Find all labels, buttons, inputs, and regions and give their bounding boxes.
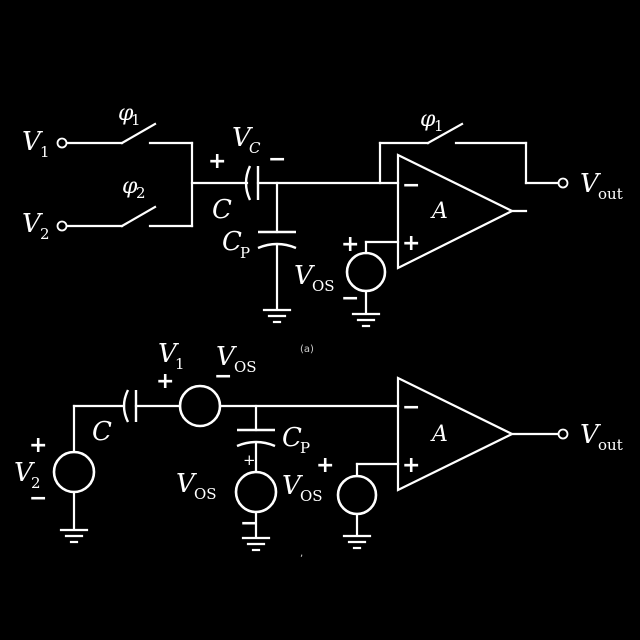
v1-label: V 1 (158, 339, 185, 373)
cap-minus-sign: − (268, 147, 286, 172)
switch-phi2-label: φ 2 (122, 174, 146, 202)
caption-b: , (300, 548, 303, 559)
v2-label: V 2 (14, 458, 41, 492)
amp-minus-input: − (402, 173, 420, 198)
svg-text:P: P (300, 439, 310, 457)
svg-text:OS: OS (312, 277, 335, 295)
svg-text:OS: OS (234, 358, 257, 376)
capacitor-cp (257, 230, 297, 250)
cap-plus-sign: + (208, 149, 226, 174)
svg-text:φ: φ (420, 107, 436, 132)
cap-cp-label: C P (222, 227, 250, 262)
input-v1-terminal (56, 137, 68, 149)
output-label: V out (580, 169, 623, 203)
amp-minus-input: − (402, 395, 420, 420)
svg-text:V: V (176, 469, 197, 499)
circuit-b: + − V 2 C V 1 + − V OS (14, 339, 623, 559)
offset-source-plus (336, 474, 378, 516)
svg-text:1: 1 (131, 111, 141, 129)
vos-label: V OS (294, 261, 335, 295)
svg-text:V: V (22, 127, 43, 157)
output-terminal (557, 428, 569, 440)
ground-icon (262, 308, 292, 324)
svg-text:C: C (249, 139, 261, 157)
source-v2 (52, 450, 96, 494)
cap-c-label: C (212, 195, 232, 225)
input-v2-terminal (56, 220, 68, 232)
svg-text:V: V (216, 342, 237, 372)
svg-text:C: C (282, 423, 302, 453)
output-terminal (557, 177, 569, 189)
v2-plus-sign: + (29, 433, 47, 458)
svg-text:out: out (598, 436, 623, 454)
capacitor-c (122, 389, 138, 423)
svg-text:V: V (580, 169, 601, 199)
svg-text:1: 1 (175, 355, 185, 373)
caption-a: (a) (300, 344, 314, 355)
svg-text:P: P (240, 244, 250, 262)
amp-plus-input: + (402, 231, 420, 256)
svg-text:OS: OS (194, 485, 217, 503)
svg-text:OS: OS (300, 487, 323, 505)
amp-gain-label: A (430, 422, 448, 447)
vos-plus-label: V OS (282, 471, 323, 505)
vos-plus-sign: + (316, 453, 334, 478)
v1-plus-sign: + (156, 369, 174, 394)
capacitor-cp (236, 428, 276, 448)
ground-icon (59, 528, 89, 544)
switch-phi1 (120, 122, 194, 145)
svg-text:V: V (158, 339, 179, 369)
cap-voltage-label: V C (232, 123, 261, 157)
svg-text:1: 1 (434, 117, 444, 135)
input-v2-label: V 2 (22, 209, 50, 243)
circuit-a: V 1 φ 1 V 2 φ 2 (22, 101, 623, 355)
svg-text:1: 1 (40, 143, 50, 161)
vos-cp-label: V OS (176, 469, 217, 503)
switch-fb-label: φ 1 (420, 107, 444, 135)
vos-plus-sign: + (341, 232, 359, 257)
output-label: V out (580, 420, 623, 454)
svg-text:2: 2 (31, 474, 41, 492)
switch-fb-phi1 (426, 122, 528, 145)
switch-phi2 (120, 205, 194, 228)
switch-phi1-label: φ 1 (118, 101, 141, 129)
vos-cp-minus: − (240, 511, 258, 536)
svg-text:V: V (580, 420, 601, 450)
op-amp (396, 376, 515, 492)
ground-icon (342, 534, 372, 550)
ground-icon (351, 312, 381, 328)
svg-text:2: 2 (40, 225, 50, 243)
amp-plus-input: + (402, 453, 420, 478)
source-v1 (178, 384, 222, 428)
svg-text:V: V (282, 471, 303, 501)
input-v1-label: V 1 (22, 127, 50, 161)
svg-text:2: 2 (136, 184, 146, 202)
svg-text:C: C (222, 227, 242, 257)
svg-text:out: out (598, 185, 623, 203)
svg-text:V: V (294, 261, 315, 291)
svg-text:φ: φ (122, 174, 138, 199)
ground-icon (241, 536, 271, 552)
svg-text:V: V (22, 209, 43, 239)
vos-series-label: V OS (216, 342, 257, 376)
amp-gain-label: A (430, 199, 448, 224)
vos-minus-sign: − (341, 286, 359, 311)
cap-cp-label: C P (282, 423, 310, 457)
offset-source-cp (234, 470, 278, 514)
vos-series-minus: − (214, 364, 232, 389)
svg-text:V: V (14, 458, 35, 488)
svg-text:φ: φ (118, 101, 134, 126)
cap-c-label: C (92, 417, 112, 447)
svg-text:V: V (232, 123, 253, 153)
v2-minus-sign: − (29, 486, 47, 511)
vos-cp-plus: + (243, 451, 256, 469)
op-amp (396, 153, 515, 270)
